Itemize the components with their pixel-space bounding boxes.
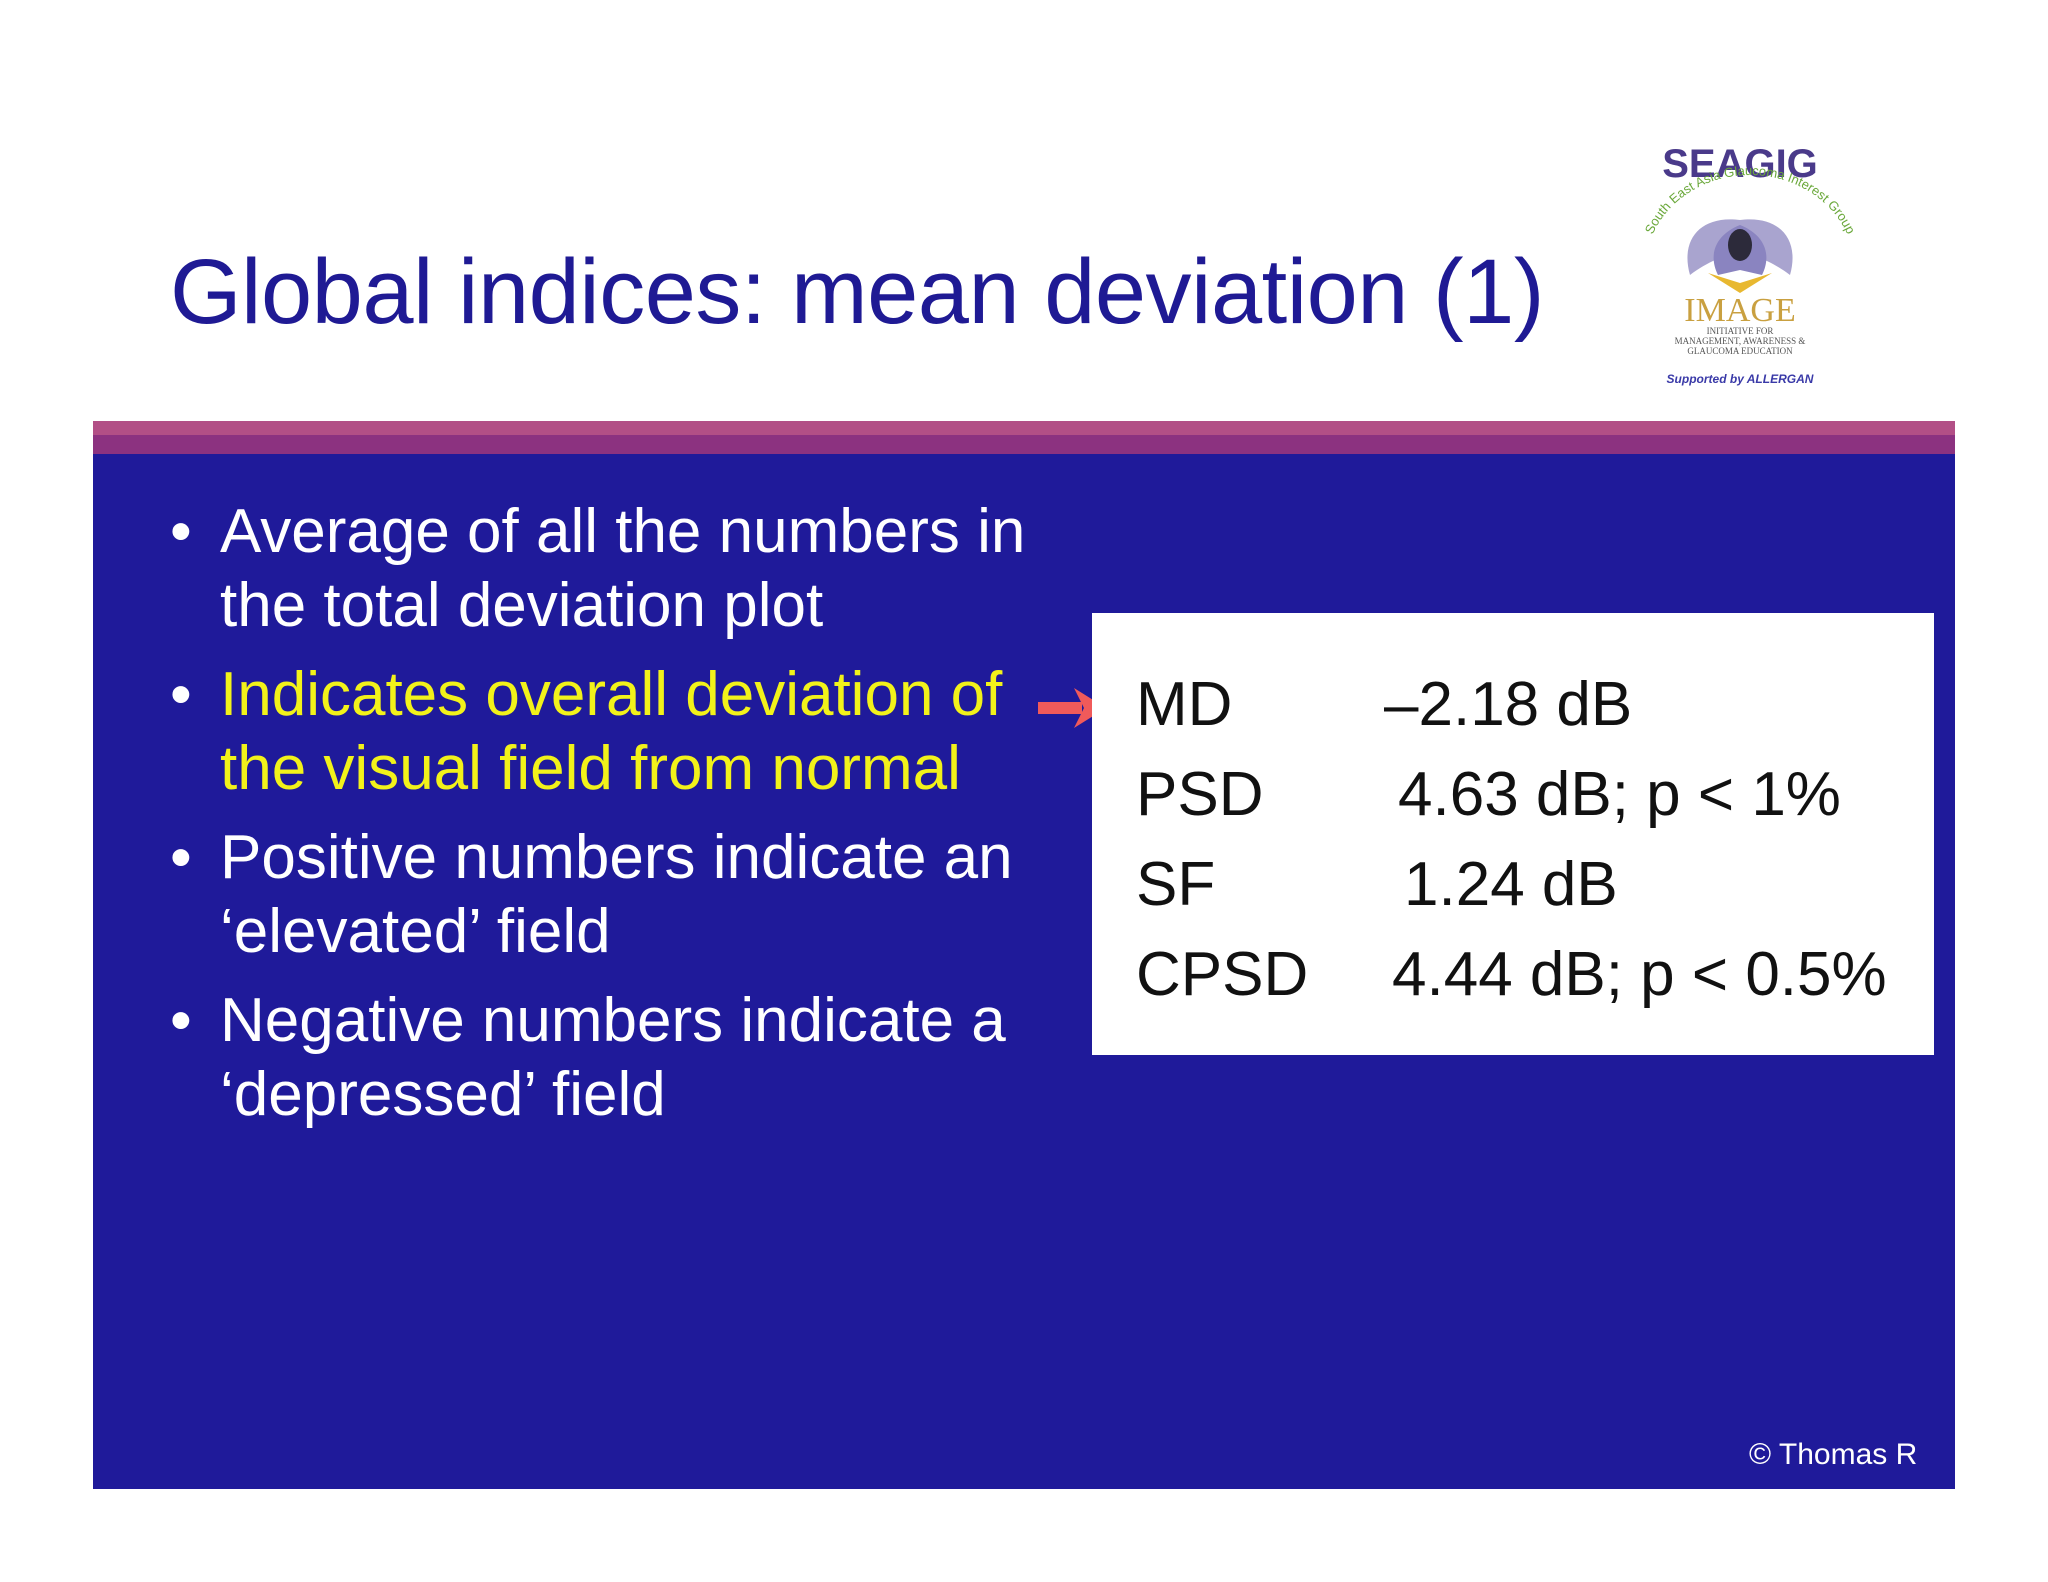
- slide-title: Global indices: mean deviation (1): [170, 241, 1544, 343]
- stat-value: 1.24 dB: [1404, 850, 1618, 919]
- header-stripe-dark: [93, 435, 1955, 454]
- right-arrow-icon: [1038, 688, 1106, 728]
- stat-label: SF: [1136, 850, 1216, 919]
- bullet-text: Average of all the numbers in the total …: [220, 497, 1026, 640]
- seagig-image-logo: SEAGIG South East Asia Glaucoma Interest…: [1642, 142, 1859, 386]
- logo-supported-text: Supported by ALLERGAN: [1667, 372, 1814, 386]
- bullet-text: Indicates overall deviation of the visua…: [220, 660, 1003, 803]
- stat-value: 4.44 dB; p < 0.5%: [1392, 940, 1887, 1009]
- bullet-text: Positive numbers indicate an ‘elevated’ …: [220, 823, 1013, 966]
- stat-label: PSD: [1136, 760, 1264, 829]
- svg-text:INITIATIVE FOR: INITIATIVE FOR: [1707, 326, 1774, 336]
- stat-value: 4.63 dB; p < 1%: [1398, 760, 1841, 829]
- svg-text:GLAUCOMA EDUCATION: GLAUCOMA EDUCATION: [1687, 346, 1793, 356]
- stat-value: –2.18 dB: [1384, 670, 1633, 739]
- bullet-dot-icon: •: [170, 497, 192, 566]
- logo-image-text: IMAGE: [1684, 292, 1795, 329]
- logo-seagig-text: SEAGIG: [1662, 142, 1818, 186]
- stat-label: MD: [1136, 670, 1233, 739]
- bullet-item: • Indicates overall deviation of the visu…: [170, 658, 1050, 806]
- bullet-item: • Negative numbers indicate a ‘depressed’…: [170, 984, 1050, 1132]
- bullet-dot-icon: •: [170, 660, 192, 729]
- bullet-item: • Positive numbers indicate an ‘elevated’…: [170, 821, 1050, 969]
- bullet-text: Negative numbers indicate a ‘depressed’ …: [220, 986, 1006, 1129]
- bullet-dot-icon: •: [170, 986, 192, 1055]
- bullet-list: • Average of all the numbers in the total…: [170, 495, 1050, 1147]
- copyright-text: © Thomas R: [1749, 1438, 1918, 1471]
- bullet-item: • Average of all the numbers in the total…: [170, 495, 1050, 643]
- stat-label: CPSD: [1136, 940, 1309, 1009]
- lotus-icon: [1687, 219, 1793, 293]
- stats-box: MD –2.18 dB PSD 4.63 dB; p < 1% SF 1.24 dB CPS…: [1092, 613, 1934, 1055]
- bullet-dot-icon: •: [170, 823, 192, 892]
- header-stripe-light: [93, 421, 1955, 435]
- svg-text:MANAGEMENT, AWARENESS &: MANAGEMENT, AWARENESS &: [1675, 336, 1806, 346]
